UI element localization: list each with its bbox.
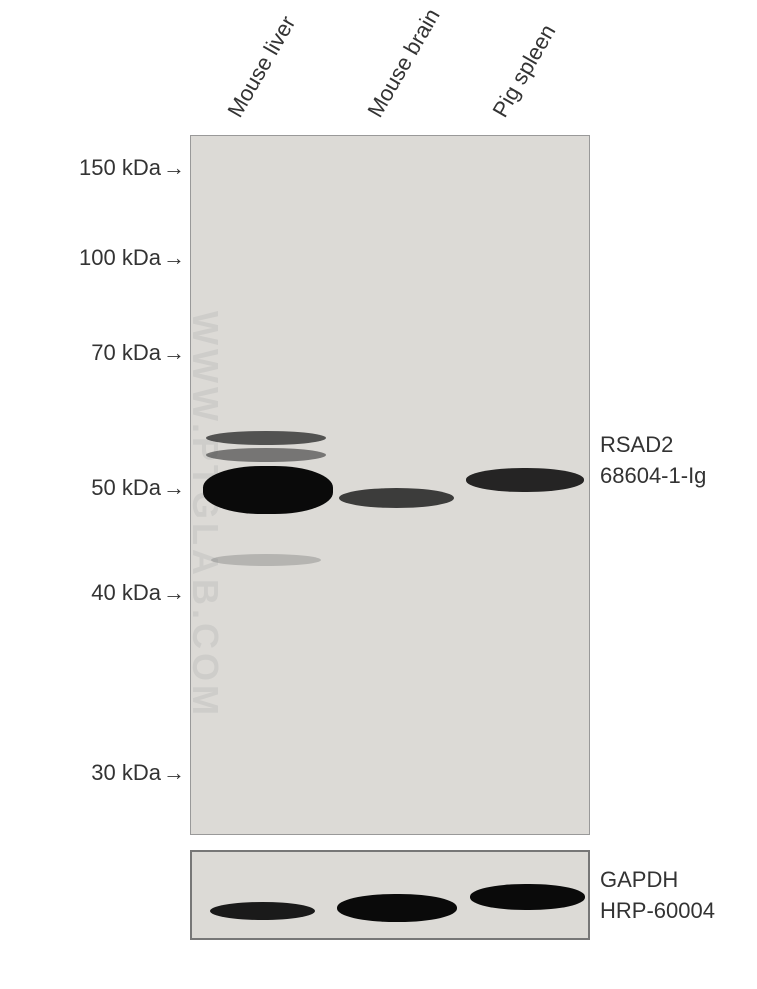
protein-band xyxy=(206,448,326,462)
protein-band xyxy=(470,884,585,910)
protein-band xyxy=(206,431,326,445)
catalog-number: HRP-60004 xyxy=(600,896,715,927)
arrow-icon: → xyxy=(163,760,185,786)
mw-label: 30 kDa xyxy=(91,760,161,786)
arrow-icon: → xyxy=(163,580,185,606)
western-blot-figure: Mouse liver Mouse brain Pig spleen 150 k… xyxy=(0,0,757,989)
catalog-number: 68604-1-Ig xyxy=(600,461,706,492)
main-blot-membrane: WWW.PTGLAB.COM xyxy=(190,135,590,835)
protein-band xyxy=(339,488,454,508)
mw-label: 50 kDa xyxy=(91,475,161,501)
protein-band xyxy=(210,902,315,920)
mw-label: 40 kDa xyxy=(91,580,161,606)
mw-marker: 150 kDa→ xyxy=(79,155,185,181)
gapdh-blot-membrane xyxy=(190,850,590,940)
arrow-icon: → xyxy=(163,245,185,271)
watermark-text: WWW.PTGLAB.COM xyxy=(184,311,226,719)
mw-marker: 30 kDa→ xyxy=(91,760,185,786)
arrow-icon: → xyxy=(163,475,185,501)
target-name: GAPDH xyxy=(600,865,715,896)
mw-label: 150 kDa xyxy=(79,155,161,181)
mw-marker: 100 kDa→ xyxy=(79,245,185,271)
protein-band xyxy=(203,466,333,514)
target-name: RSAD2 xyxy=(600,430,706,461)
mw-label: 100 kDa xyxy=(79,245,161,271)
mw-marker: 40 kDa→ xyxy=(91,580,185,606)
antibody-label-main: RSAD2 68604-1-Ig xyxy=(600,430,706,492)
arrow-icon: → xyxy=(163,340,185,366)
protein-band xyxy=(466,468,584,492)
antibody-label-gapdh: GAPDH HRP-60004 xyxy=(600,865,715,927)
lane-label: Mouse brain xyxy=(362,4,445,122)
lane-label: Pig spleen xyxy=(487,20,561,122)
lane-label: Mouse liver xyxy=(222,12,301,122)
mw-label: 70 kDa xyxy=(91,340,161,366)
mw-marker: 50 kDa→ xyxy=(91,475,185,501)
mw-marker: 70 kDa→ xyxy=(91,340,185,366)
arrow-icon: → xyxy=(163,155,185,181)
lane-labels-row: Mouse liver Mouse brain Pig spleen xyxy=(190,0,590,130)
protein-band xyxy=(337,894,457,922)
protein-band xyxy=(211,554,321,566)
